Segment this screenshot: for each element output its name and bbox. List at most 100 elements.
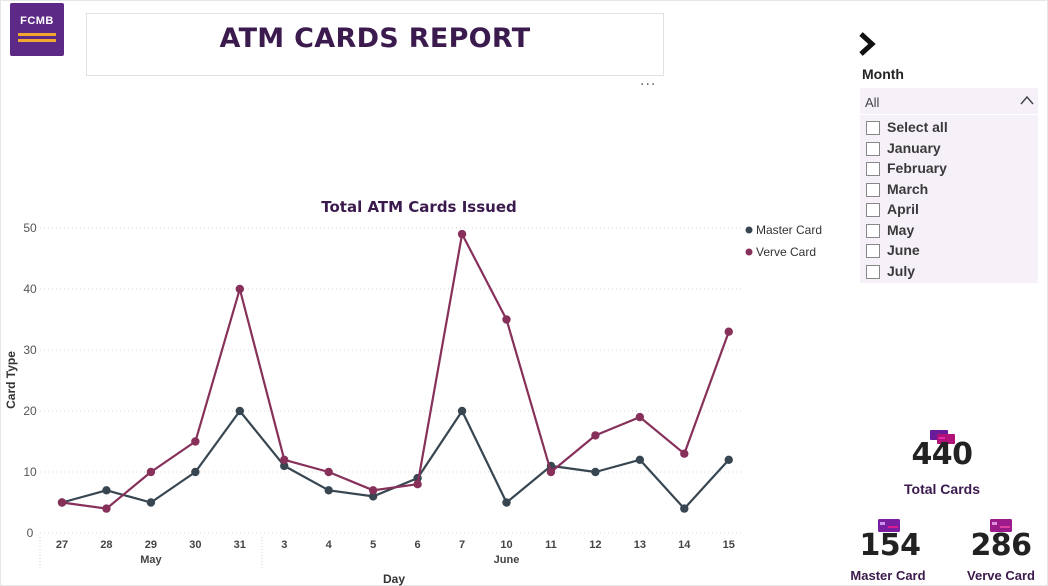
- data-point-master-card: [280, 461, 289, 471]
- logo-stripe: [18, 39, 56, 42]
- master-card-label: Master Card: [850, 568, 926, 583]
- month-option-may[interactable]: May: [866, 221, 1036, 239]
- y-tick-label: 40: [23, 282, 37, 296]
- checkbox[interactable]: [866, 183, 880, 197]
- month-slicer: Month All Select all January February Ma…: [858, 60, 1040, 284]
- chevron-up-icon[interactable]: [1020, 95, 1034, 105]
- month-option-march[interactable]: March: [866, 180, 1036, 198]
- data-point-verve-card: [280, 455, 289, 464]
- x-tick-label: 15: [723, 539, 735, 551]
- total-cards-value: 440: [911, 437, 973, 472]
- legend-label: Master Card: [756, 223, 822, 237]
- x-tick-label: 29: [145, 539, 157, 551]
- option-label: February: [887, 160, 947, 176]
- option-label: Select all: [887, 119, 948, 135]
- checkbox[interactable]: [866, 203, 880, 217]
- data-point-verve-card: [146, 467, 156, 477]
- month-option-april[interactable]: April: [866, 200, 1036, 218]
- data-point-verve-card: [680, 449, 689, 458]
- x-tick-label: 13: [634, 539, 646, 551]
- verve-card-value: 286: [970, 528, 1032, 563]
- x-tick-label: 10: [500, 539, 512, 551]
- checkbox[interactable]: [866, 142, 880, 156]
- x-group-label: May: [140, 554, 162, 566]
- data-point-master-card: [724, 455, 733, 464]
- line-chart: Total ATM Cards Issued 0 10 20 30 40 50 Card Ty…: [4, 198, 822, 586]
- legend-marker-master-card: [745, 226, 753, 234]
- checkbox[interactable]: [866, 244, 880, 258]
- x-tick-label: 11: [545, 539, 557, 551]
- option-label: June: [887, 242, 920, 258]
- data-point-verve-card: [546, 467, 556, 477]
- data-point-master-card: [235, 406, 244, 416]
- month-option-select-all[interactable]: Select all: [866, 118, 1036, 136]
- x-tick-label: 3: [281, 539, 287, 551]
- data-point-master-card: [324, 486, 333, 495]
- month-option-july[interactable]: July: [866, 262, 1036, 280]
- data-point-verve-card: [413, 480, 422, 489]
- data-point-verve-card: [591, 431, 600, 440]
- data-point-verve-card: [368, 486, 378, 495]
- checkbox[interactable]: [866, 121, 880, 135]
- data-point-verve-card: [191, 437, 200, 446]
- x-tick-label: 28: [100, 539, 112, 551]
- y-tick-label: 30: [23, 343, 37, 357]
- x-tick-label: 14: [678, 539, 691, 551]
- data-point-verve-card: [635, 412, 645, 422]
- series-line-verve-card: [61, 233, 730, 510]
- series-line-master-card: [61, 409, 730, 510]
- checkbox[interactable]: [866, 162, 880, 176]
- master-card-value: 154: [859, 528, 921, 563]
- x-group-label: June: [494, 554, 520, 566]
- y-tick-label: 50: [23, 221, 37, 235]
- data-point-master-card: [591, 467, 600, 477]
- dropdown-value: All: [865, 95, 880, 110]
- data-point-verve-card: [324, 467, 333, 477]
- checkbox[interactable]: [866, 224, 880, 238]
- month-option-june[interactable]: June: [866, 241, 1036, 259]
- slicer-title: Month: [862, 66, 904, 82]
- x-tick-label: 30: [189, 539, 201, 551]
- title-box: ATM CARDS REPORT: [86, 13, 664, 76]
- x-tick-label: 6: [415, 539, 421, 551]
- data-point-master-card: [457, 406, 467, 416]
- month-option-february[interactable]: February: [866, 159, 1036, 177]
- y-axis-label: Card Type: [4, 351, 18, 409]
- x-tick-label: 5: [370, 539, 376, 551]
- checkbox[interactable]: [866, 265, 880, 279]
- data-point-master-card: [680, 504, 689, 513]
- data-point-master-card: [191, 467, 200, 477]
- more-options-icon[interactable]: ···: [640, 77, 657, 93]
- data-point-master-card: [368, 492, 378, 501]
- option-label: July: [887, 263, 916, 279]
- data-point-master-card: [502, 498, 511, 507]
- x-tick-label: 31: [234, 539, 246, 551]
- data-point-verve-card: [457, 229, 467, 239]
- fcmb-logo: FCMB: [10, 3, 64, 56]
- data-point-verve-card: [235, 284, 244, 294]
- chevron-right-icon[interactable]: [856, 30, 880, 58]
- x-tick-label: 4: [326, 539, 333, 551]
- x-axis-label: Day: [383, 572, 405, 586]
- month-options-list: Select all January February March April …: [860, 115, 1038, 283]
- data-point-verve-card: [102, 504, 111, 513]
- data-point-verve-card: [57, 498, 67, 507]
- month-dropdown[interactable]: All: [860, 88, 1038, 114]
- chart-title: Total ATM Cards Issued: [321, 198, 516, 216]
- legend-label: Verve Card: [756, 245, 816, 259]
- y-tick-label: 10: [23, 465, 37, 479]
- credit-card-icon: [930, 430, 955, 444]
- logo-text: FCMB: [20, 15, 54, 27]
- option-label: March: [887, 181, 929, 197]
- data-point-verve-card: [502, 315, 511, 324]
- credit-card-icon: [878, 519, 900, 532]
- y-tick-label: 0: [27, 526, 34, 540]
- x-tick-label: 7: [459, 539, 465, 551]
- data-point-verve-card: [724, 327, 733, 336]
- month-option-january[interactable]: January: [866, 139, 1036, 157]
- data-point-master-card: [635, 455, 645, 464]
- option-label: January: [887, 140, 941, 156]
- total-cards-label: Total Cards: [904, 481, 980, 497]
- x-tick-label: 27: [56, 539, 68, 551]
- verve-card-label: Verve Card: [967, 568, 1035, 583]
